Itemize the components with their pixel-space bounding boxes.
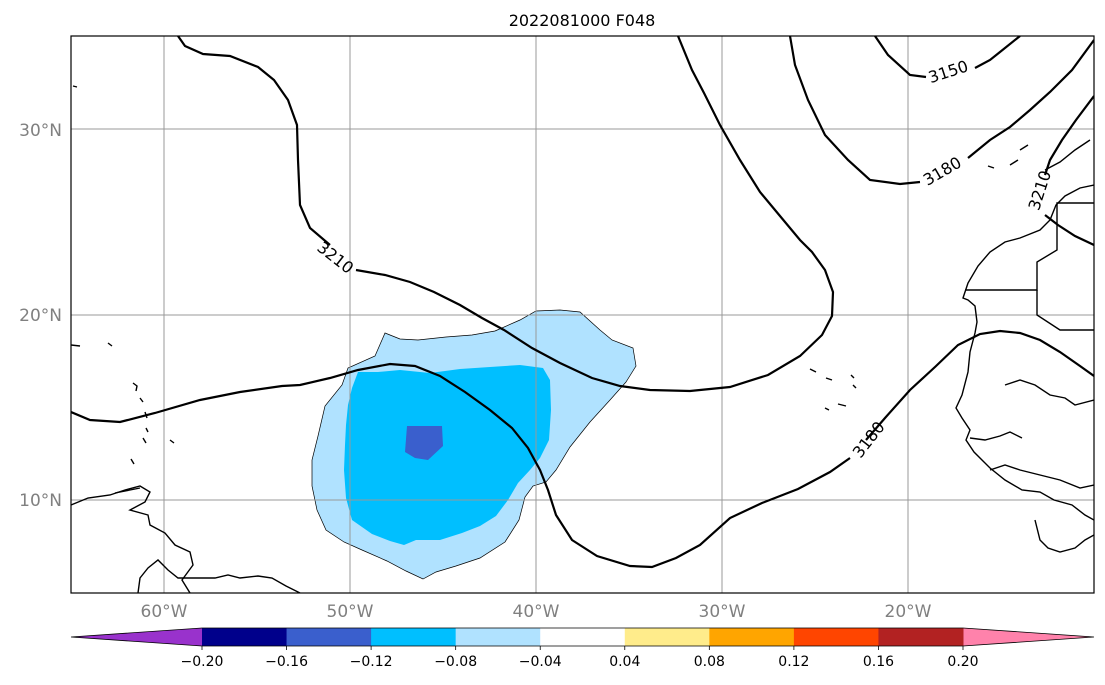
colorbar-tick-label: −0.20 xyxy=(181,654,224,670)
coast-trinidad xyxy=(114,487,141,494)
lat-label-30n: 30°N xyxy=(19,121,62,141)
coast-canary-islands xyxy=(1009,159,1019,166)
contour-3210-a2 xyxy=(355,36,835,393)
lon-label-50w: 50°W xyxy=(327,602,374,622)
colorbar-bin xyxy=(202,628,288,646)
coast-cape-verde-a xyxy=(809,368,817,373)
colorbar-bin xyxy=(455,628,541,646)
coast-cape-verde-d xyxy=(824,407,830,411)
contour-3210-b xyxy=(71,362,851,569)
lat-label-20n: 20°N xyxy=(19,306,62,326)
contour-3180-b xyxy=(788,36,921,186)
lon-label-30w: 30°W xyxy=(699,602,746,622)
contour-3210-c2 xyxy=(1044,214,1094,246)
colorbar-tick-label: −0.16 xyxy=(265,654,308,670)
coast-cape-verde-c xyxy=(837,403,847,407)
map-frame xyxy=(70,35,1095,594)
contour-3180-a xyxy=(865,329,1094,441)
colorbar-tick-label: 0.08 xyxy=(694,654,725,670)
contour-3210-a xyxy=(177,36,331,246)
figure-title: 2022081000 F048 xyxy=(509,11,656,30)
coast-iberia xyxy=(1044,139,1091,171)
map-area: 3150 3180 3180 3210 3210 xyxy=(71,36,1094,593)
colorbar-bin xyxy=(540,628,626,646)
coast-bermuda xyxy=(72,85,78,88)
colorbar-bin xyxy=(793,628,879,646)
colorbar-bin xyxy=(878,628,964,646)
contour-3180-b2 xyxy=(967,39,1094,159)
colorbar-tick-label: 0.04 xyxy=(609,654,640,670)
coast-africa-west xyxy=(955,184,1094,521)
lon-label-20w: 20°W xyxy=(885,602,932,622)
coast-lesser-antilles-f xyxy=(130,458,135,465)
colorbar-extend-high xyxy=(963,628,1094,646)
lon-label-60w: 60°W xyxy=(141,602,188,622)
coast-lesser-antilles-a xyxy=(132,382,138,392)
contour-3150 xyxy=(874,36,927,79)
colorbar-tick-label: −0.08 xyxy=(434,654,477,670)
colorbar-extend-low xyxy=(71,628,202,646)
coast-canary-islands-b xyxy=(1019,144,1029,151)
lon-label-40w: 40°W xyxy=(513,602,560,622)
border-mauritania xyxy=(1036,290,1094,331)
coast-madeira xyxy=(987,165,995,169)
colorbar-bin xyxy=(286,628,372,646)
coast-barbados xyxy=(169,439,175,444)
coast-lesser-antilles-b xyxy=(139,397,144,403)
colorbar-tick-label: 0.20 xyxy=(947,654,978,670)
coast-south-america-east xyxy=(137,559,301,593)
height-contours xyxy=(71,36,1094,569)
colorbar-tick-label: 0.12 xyxy=(778,654,809,670)
colorbar-tick-label: 0.16 xyxy=(863,654,894,670)
coast-puerto-rico xyxy=(71,344,81,347)
coast-lesser-antilles-d xyxy=(145,427,149,433)
coastlines xyxy=(71,85,1094,593)
coast-africa-gambia xyxy=(969,431,1023,441)
colorbar: −0.20 −0.16 −0.12 −0.08 −0.04 0.04 0.08 0.12 0.1… xyxy=(70,627,1095,670)
gridlines xyxy=(71,36,1094,593)
coast-africa-south xyxy=(1034,519,1094,553)
coast-virgin-islands xyxy=(107,342,113,347)
border-guinea xyxy=(989,464,1094,489)
border-mali xyxy=(1004,379,1094,406)
contour-3210-c xyxy=(1043,95,1094,176)
coast-lesser-antilles-e xyxy=(142,437,147,444)
coast-cape-verde-f xyxy=(852,384,857,389)
colorbar-bin xyxy=(371,628,457,646)
border-morocco xyxy=(965,202,1094,291)
colorbar-bin xyxy=(709,628,795,646)
colorbar-bin xyxy=(624,628,710,646)
colorbar-tick-label: −0.04 xyxy=(519,654,562,670)
coast-cape-verde-e xyxy=(850,374,855,379)
colorbar-tick-label: −0.12 xyxy=(350,654,393,670)
contour-3150-b xyxy=(974,36,1021,69)
lat-label-10n: 10°N xyxy=(19,491,62,511)
shade-band-dark xyxy=(405,426,443,460)
coast-cape-verde-b xyxy=(825,377,833,381)
